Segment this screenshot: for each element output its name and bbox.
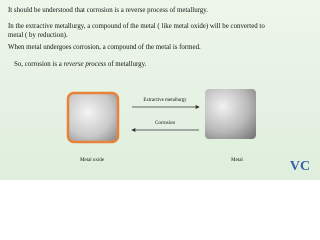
text-span: So, corrosion is a (14, 61, 64, 68)
text-span: of metallurgy. (108, 61, 147, 68)
box-label: Metal (231, 158, 243, 163)
background (0, 0, 320, 180)
emphasis: reverse process (64, 61, 108, 68)
logo: VC (290, 159, 310, 174)
summary-line: So, corrosion is a reverse process of me… (14, 61, 147, 68)
text-line: When metal undergoes corrosion, a compou… (8, 44, 201, 51)
text-line: It should be understood that corrosion i… (8, 7, 208, 14)
slide: It should be understood that corrosion i… (0, 0, 320, 180)
arrow-label: Extractive metallurgy (143, 98, 187, 103)
page: It should be understood that corrosion i… (0, 0, 320, 180)
text-line: metal ( by reduction). (8, 32, 68, 39)
box-label: Metal oxide (80, 158, 105, 163)
metal-oxide-box (66, 91, 120, 144)
text-line: In the extractive metallurgy, a compound… (8, 23, 265, 30)
arrow-label: Corrosion (155, 121, 176, 126)
metal-box (205, 89, 256, 139)
